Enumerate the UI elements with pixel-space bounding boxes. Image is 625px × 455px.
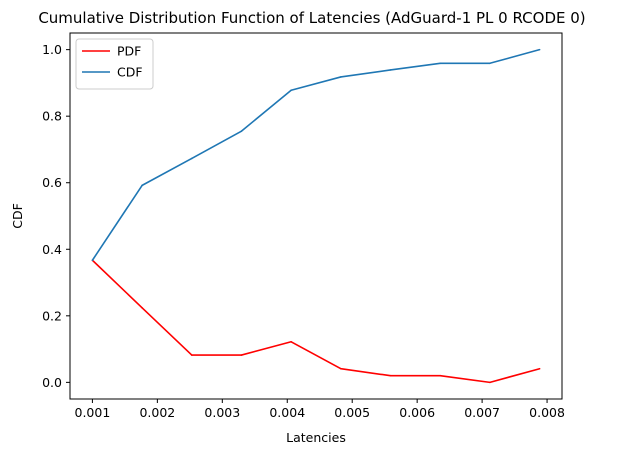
x-tick-label: 0.002 [139, 405, 175, 420]
x-tick-label: 0.007 [464, 405, 500, 420]
legend: PDF CDF [75, 38, 154, 90]
data-point-cdf [439, 62, 442, 65]
data-point-cdf [240, 130, 243, 132]
series-lines [91, 48, 541, 384]
data-point-cdf [389, 69, 392, 71]
legend-label: CDF [117, 65, 143, 80]
y-axis-label: CDF [10, 203, 25, 229]
x-axis: 0.001 0.002 0.003 0.004 0.005 0.006 0.007 0.008 [75, 399, 565, 420]
y-tick-label: 1.0 [42, 42, 62, 57]
plot-area [69, 32, 563, 400]
data-point-pdf [190, 354, 193, 356]
data-point-pdf [389, 374, 392, 377]
data-point-pdf [340, 367, 342, 370]
x-axis-label: Latencies [286, 430, 346, 445]
data-point-cdf [489, 62, 491, 65]
data-point-cdf [91, 259, 94, 262]
x-tick-label: 0.006 [399, 405, 435, 420]
x-tick-label: 0.001 [75, 405, 111, 420]
x-tick-label: 0.003 [204, 405, 240, 420]
series-line-cdf [91, 48, 540, 261]
data-point-cdf [538, 48, 541, 51]
data-point-pdf [141, 307, 143, 309]
chart-title: Cumulative Distribution Function of Late… [38, 9, 585, 27]
legend-label: PDF [117, 44, 141, 59]
x-tick-label: 0.005 [334, 405, 370, 420]
data-point-cdf [290, 89, 292, 92]
data-point-cdf [340, 76, 342, 78]
data-point-cdf [141, 184, 143, 187]
y-tick-label: 0.8 [42, 109, 62, 124]
data-point-pdf [489, 381, 491, 384]
x-tick-label: 0.008 [529, 405, 565, 420]
y-tick-label: 0.4 [42, 242, 62, 257]
y-axis: 0.0 0.2 0.4 0.6 0.8 1.0 [42, 42, 70, 390]
y-tick-label: 0.6 [42, 175, 62, 190]
data-point-pdf [290, 340, 292, 343]
data-point-pdf [439, 374, 442, 377]
data-point-pdf [240, 354, 243, 356]
x-tick-label: 0.004 [269, 405, 305, 420]
data-point-pdf [538, 367, 541, 370]
y-tick-label: 0.2 [42, 308, 62, 323]
data-point-cdf [190, 157, 193, 160]
y-tick-label: 0.0 [42, 375, 62, 390]
series-line-pdf [91, 259, 540, 384]
